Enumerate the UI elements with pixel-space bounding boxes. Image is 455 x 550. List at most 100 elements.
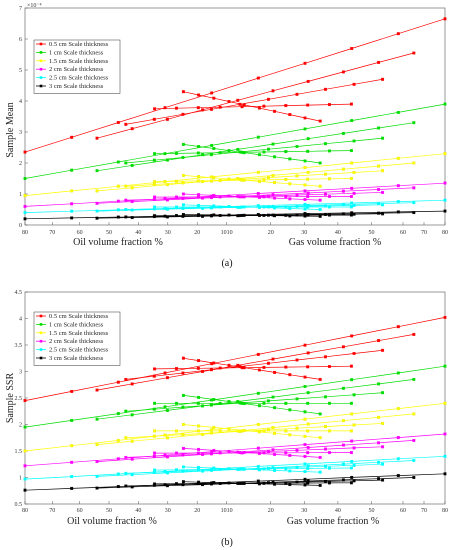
data-point [381,445,385,449]
data-point [318,214,322,218]
data-point [284,213,288,217]
data-point [70,189,74,193]
y-tick-label: 7 [19,6,22,12]
data-point [218,179,222,183]
legend-swatch-marker [39,356,43,360]
data-point [201,432,205,436]
data-point [443,209,447,213]
data-point [181,203,185,207]
data-point [262,429,266,433]
data-point [350,119,354,123]
data-point [257,368,261,372]
legend-swatch-marker [39,348,43,351]
data-point [256,423,260,426]
data-point [116,121,120,124]
data-point [306,149,310,153]
data-point [341,167,345,171]
y-tick-label: 5 [19,68,22,74]
data-point [262,481,266,485]
data-point [116,208,120,212]
data-point [271,426,275,430]
data-point [381,421,385,425]
data-point [271,173,275,177]
series-line [96,52,414,139]
data-point [352,139,356,143]
data-point [303,198,307,201]
data-point [284,451,288,455]
data-point [242,151,246,155]
data-point [218,214,222,217]
series-line [125,446,383,458]
data-point [95,486,99,490]
data-point [242,450,246,454]
data-point [209,107,213,111]
data-point [242,178,246,182]
data-point [412,51,416,55]
data-point [197,359,201,363]
data-point [163,453,167,457]
data-point [303,214,307,218]
data-point [377,126,381,130]
data-point [381,203,385,207]
series-line [24,402,446,452]
legend-entry: 0.5 cm Scale thickness [49,313,109,320]
data-point [116,160,120,164]
x-axis-label-gas: Gas volume fraction % [289,237,381,248]
data-point [381,169,385,173]
data-point [209,206,213,210]
data-point [350,201,354,205]
data-point [381,391,385,395]
data-point [95,388,99,392]
x-tick-label: 70 [421,230,427,236]
series [23,315,447,403]
data-point [175,106,178,110]
data-point [175,401,178,405]
data-point [328,103,331,107]
data-point [153,367,157,371]
data-point [396,325,400,329]
data-point [181,423,185,426]
data-point [318,184,322,188]
data-point [443,432,447,436]
data-point [443,181,447,185]
data-point [175,151,178,155]
data-point [350,186,354,190]
data-point [443,17,447,21]
data-point [130,439,134,443]
data-point [153,107,157,111]
data-point [181,142,185,146]
y-tick-label: 2.5 [15,396,23,402]
data-point [381,136,385,140]
data-point [273,206,277,210]
y-tick-label: 1 [19,192,22,198]
chart-panel-a: ×10⁻⁴ Sample Mean Oil volume fraction % … [5,3,448,269]
data-point [295,174,299,178]
data-point [23,399,27,403]
data-point [124,455,128,459]
y-tick-label: 3 [19,130,22,136]
data-point [273,109,277,113]
data-point [181,405,185,409]
data-point [306,205,310,209]
legend-swatch-marker [39,331,43,335]
x-axis-label-oil: Oil volume fraction % [67,516,157,527]
series [23,209,447,221]
legend-entry: 1 cm Scale thickness [49,321,104,328]
series-line [96,379,414,420]
data-point [70,209,74,213]
data-point [350,439,354,443]
data-point [70,168,74,172]
data-point [257,468,261,472]
series [23,181,447,208]
data-point [267,147,270,151]
series [23,401,447,453]
data-point [412,377,416,381]
data-point [352,479,356,483]
data-point [324,87,327,91]
data-point [303,166,307,170]
data-point [23,150,27,154]
data-point [295,448,299,452]
data-point [328,401,331,405]
data-point [153,468,157,472]
